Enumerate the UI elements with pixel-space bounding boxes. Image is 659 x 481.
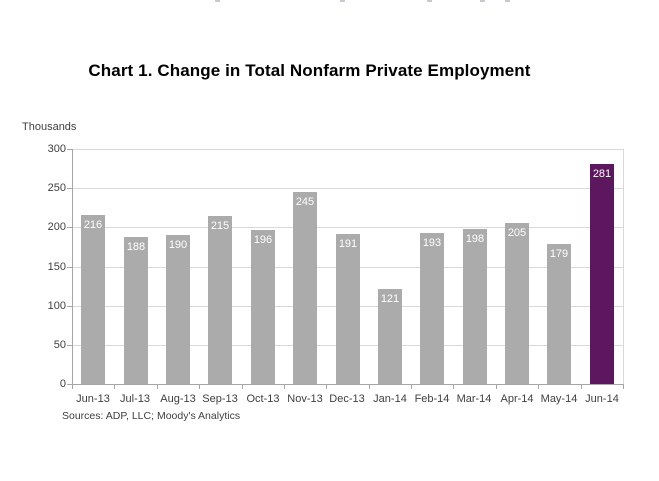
plot-right-border: [623, 149, 624, 384]
x-tick-mark: [538, 385, 539, 389]
y-tick-label: 150: [47, 261, 66, 273]
y-tick-mark: [67, 384, 72, 385]
x-tick-mark: [369, 385, 370, 389]
remnant-speck: [505, 0, 510, 2]
y-tick-label: 100: [47, 300, 66, 312]
x-tick-label-oct-13: Oct-13: [246, 393, 280, 405]
x-tick-label-jan-14: Jan-14: [373, 393, 407, 405]
source-note: Sources: ADP, LLC; Moody's Analytics: [62, 410, 241, 422]
remnant-speck: [340, 0, 345, 2]
gridline-200: [72, 227, 623, 228]
bar-value-label: 216: [83, 219, 103, 231]
y-tick-mark: [67, 306, 72, 307]
x-tick-label-dec-13: Dec-13: [329, 393, 365, 405]
y-tick-label: 300: [47, 143, 66, 155]
x-tick-label-nov-13: Nov-13: [287, 393, 323, 405]
bar-aug-13: 190: [166, 235, 190, 384]
x-tick-label-feb-14: Feb-14: [414, 393, 450, 405]
x-tick-label-aug-13: Aug-13: [160, 393, 196, 405]
chart-title: Chart 1. Change in Total Nonfarm Private…: [88, 61, 531, 80]
remnant-speck: [427, 0, 432, 2]
gridline-300: [72, 149, 623, 150]
x-tick-label-mar-14: Mar-14: [456, 393, 492, 405]
y-tick-mark: [67, 149, 72, 150]
bar-oct-13: 196: [251, 230, 275, 384]
remnant-speck: [215, 0, 220, 2]
x-tick-mark: [581, 385, 582, 389]
y-tick-label: 50: [53, 339, 66, 351]
x-tick-mark: [326, 385, 327, 389]
bar-value-label: 281: [592, 168, 612, 180]
x-tick-mark: [284, 385, 285, 389]
x-tick-mark: [242, 385, 243, 389]
x-tick-mark: [114, 385, 115, 389]
y-tick-mark: [67, 227, 72, 228]
x-tick-mark: [453, 385, 454, 389]
bar-value-label: 188: [126, 241, 146, 253]
y-axis-line: [72, 149, 73, 385]
bar-value-label: 191: [338, 238, 358, 250]
x-tick-mark: [496, 385, 497, 389]
bar-value-label: 121: [380, 293, 400, 305]
x-tick-label-jul-13: Jul-13: [120, 393, 150, 405]
x-tick-label-apr-14: Apr-14: [500, 393, 534, 405]
bar-jul-13: 188: [124, 237, 148, 384]
bar-value-label: 190: [168, 239, 188, 251]
x-tick-label-may-14: May-14: [540, 393, 578, 405]
bar-value-label: 198: [465, 233, 485, 245]
y-tick-label: 250: [47, 182, 66, 194]
y-tick-label: 0: [59, 378, 66, 390]
x-axis-line: [72, 384, 624, 385]
x-tick-label-sep-13: Sep-13: [202, 393, 238, 405]
gridline-250: [72, 188, 623, 189]
bar-jun-14: 281: [590, 164, 614, 384]
x-tick-mark: [72, 385, 73, 389]
bar-jun-13: 216: [81, 215, 105, 384]
bar-may-14: 179: [547, 244, 571, 384]
bar-value-label: 179: [549, 248, 569, 260]
x-tick-mark: [623, 385, 624, 389]
remnant-speck: [480, 0, 485, 2]
bar-value-label: 196: [253, 234, 273, 246]
bar-apr-14: 205: [505, 223, 529, 384]
bar-sep-13: 215: [208, 216, 232, 384]
bar-jan-14: 121: [378, 289, 402, 384]
bar-nov-13: 245: [293, 192, 317, 384]
y-tick-mark: [67, 345, 72, 346]
bar-mar-14: 198: [463, 229, 487, 384]
bar-feb-14: 193: [420, 233, 444, 384]
y-tick-mark: [67, 188, 72, 189]
y-tick-mark: [67, 267, 72, 268]
bar-value-label: 205: [507, 227, 527, 239]
bar-value-label: 245: [295, 196, 315, 208]
x-tick-label-jun-14: Jun-14: [585, 393, 619, 405]
x-tick-label-jun-13: Jun-13: [76, 393, 110, 405]
x-tick-mark: [199, 385, 200, 389]
bar-value-label: 215: [210, 220, 230, 232]
y-axis-units-label: Thousands: [22, 121, 77, 133]
bar-dec-13: 191: [336, 234, 360, 384]
y-tick-label: 200: [47, 221, 66, 233]
x-tick-mark: [411, 385, 412, 389]
bar-value-label: 193: [422, 237, 442, 249]
x-tick-mark: [157, 385, 158, 389]
